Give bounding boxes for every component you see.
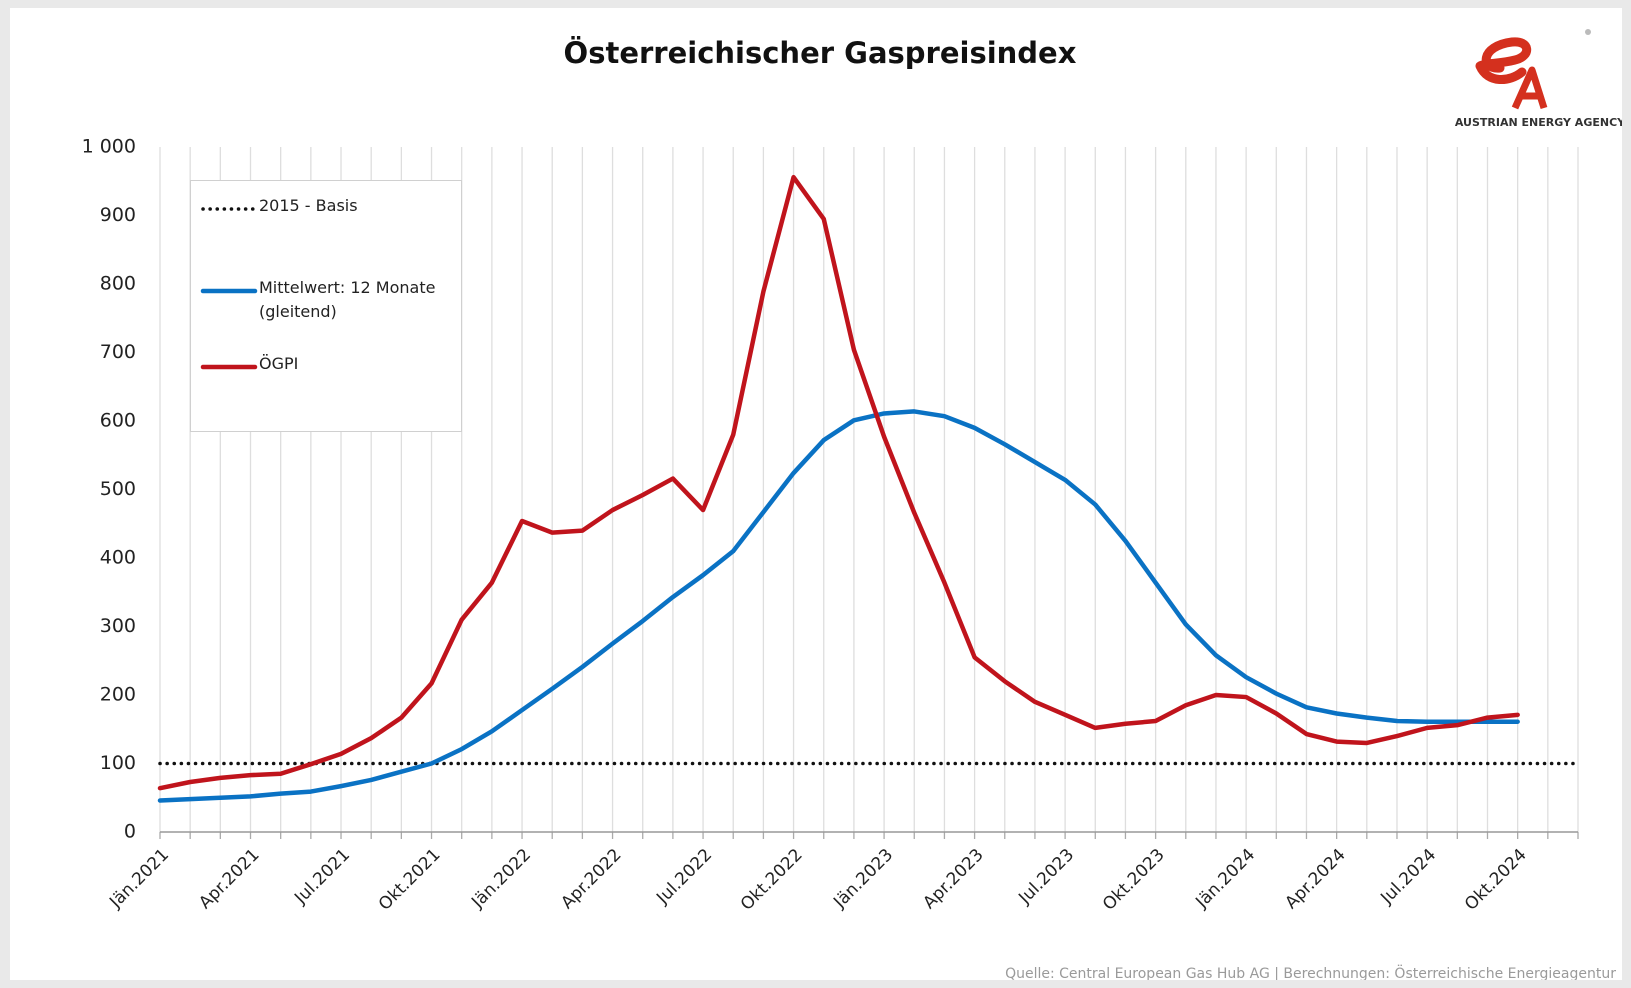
- y-tick-label: 0: [124, 821, 136, 843]
- x-tick-label: Jän.2024: [1191, 845, 1259, 913]
- x-tick-label: Jul.2024: [1376, 845, 1440, 909]
- legend-label: 2015 - Basis: [259, 196, 358, 215]
- x-tick-label: Okt.2022: [737, 845, 807, 915]
- x-tick-label: Jän.2021: [105, 845, 173, 913]
- series-line: [157, 409, 1520, 803]
- chart: Österreichischer Gaspreisindex AUSTRIAN …: [82, 29, 1622, 980]
- logo-text: AUSTRIAN ENERGY AGENCY: [1455, 116, 1622, 129]
- y-tick-label: 800: [100, 273, 136, 295]
- logo-e: [1475, 37, 1532, 84]
- logo-a: [1511, 66, 1548, 110]
- legend: 2015 - Basis Mittelwert: 12 Monate (gleit…: [190, 180, 462, 432]
- x-tick-label: Jul.2021: [290, 845, 354, 909]
- legend-swatch: [200, 364, 258, 370]
- legend-swatch: [200, 288, 258, 294]
- legend-item: 2015 - Basis: [199, 196, 449, 218]
- y-tick-label: 300: [100, 615, 136, 637]
- legend-swatch: [201, 207, 257, 211]
- source-note: Quelle: Central European Gas Hub AG | Be…: [1005, 964, 1616, 980]
- legend-label: Mittelwert: 12 Monate (gleitend): [259, 278, 436, 321]
- logo: AUSTRIAN ENERGY AGENCY: [1455, 29, 1622, 129]
- x-tick-label: Jän.2023: [829, 845, 897, 913]
- x-tick-label: Okt.2023: [1099, 845, 1169, 915]
- y-tick-label: 700: [100, 341, 136, 363]
- y-tick-label: 400: [100, 547, 136, 569]
- x-tick-label: Apr.2021: [195, 845, 263, 913]
- x-tick-label: Apr.2024: [1281, 845, 1349, 913]
- chart-title: Österreichischer Gaspreisindex: [564, 36, 1077, 70]
- x-tick-label: Apr.2022: [557, 845, 625, 913]
- x-tick-label: Okt.2021: [375, 845, 445, 915]
- legend-item: Mittelwert: 12 Monate (gleitend): [199, 278, 449, 324]
- y-tick-label: 900: [100, 204, 136, 226]
- x-tick-label: Okt.2024: [1461, 845, 1531, 915]
- logo-mark: [1585, 29, 1591, 35]
- y-tick-label: 100: [100, 752, 136, 774]
- y-tick-label: 200: [100, 684, 136, 706]
- legend-label: ÖGPI: [259, 354, 299, 373]
- series-line: [157, 174, 1520, 791]
- x-tick-label: Jän.2022: [467, 845, 535, 913]
- x-tick-label: Apr.2023: [919, 845, 987, 913]
- x-tick-label: Jul.2022: [652, 845, 716, 909]
- x-tick-label: Jul.2023: [1014, 845, 1078, 909]
- legend-item: ÖGPI: [199, 354, 449, 376]
- chart-panel: Österreichischer Gaspreisindex AUSTRIAN …: [10, 8, 1622, 980]
- y-tick-label: 600: [100, 410, 136, 432]
- y-tick-label: 1 000: [82, 136, 136, 158]
- y-tick-label: 500: [100, 478, 136, 500]
